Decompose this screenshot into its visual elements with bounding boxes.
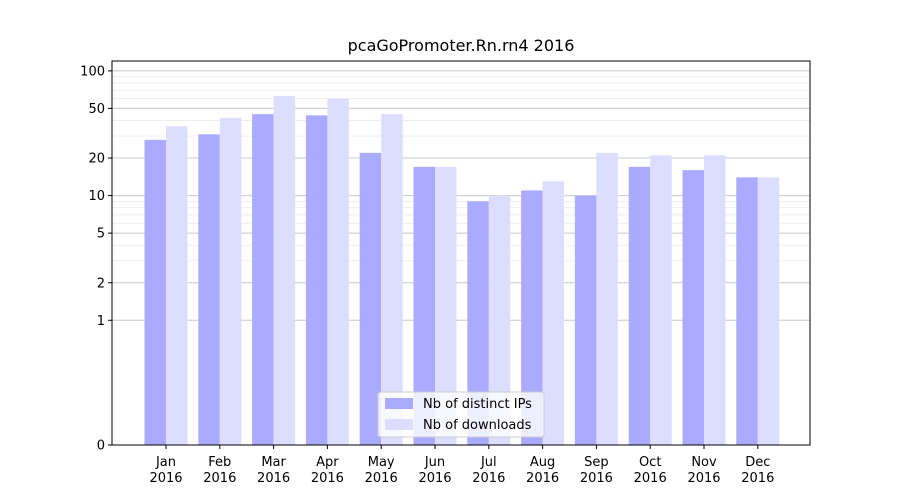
x-tick-label-month: Jul: [480, 455, 497, 470]
bar-downloads-nov: [704, 155, 726, 445]
y-tick-label: 100: [80, 64, 105, 79]
legend-label-distinct-ips: Nb of distinct IPs: [423, 397, 532, 412]
x-tick-label-month: Dec: [745, 455, 770, 470]
bar-downloads-oct: [650, 155, 672, 445]
bar-distinct-ips-dec: [736, 177, 758, 445]
bar-distinct-ips-jul: [467, 201, 489, 445]
y-tick-label: 10: [88, 189, 105, 204]
bar-distinct-ips-sep: [574, 195, 597, 445]
bar-downloads-apr: [327, 98, 349, 446]
x-tick-label-month: May: [368, 455, 395, 470]
bar-downloads-jan: [166, 126, 188, 446]
bar-distinct-ips-feb: [198, 134, 220, 445]
bar-distinct-ips-may: [359, 152, 382, 445]
y-axis-ticks: 0 1 2 5 10 20 50 100: [80, 64, 112, 454]
bar-downloads-feb: [219, 117, 242, 445]
y-tick-label: 50: [88, 102, 105, 117]
plot-frame: [111, 60, 811, 446]
legend: Nb of distinct IPs Nb of downloads: [377, 391, 545, 438]
x-tick-label-month: Jun: [424, 455, 445, 470]
bar-downloads-jul: [488, 195, 511, 445]
x-tick-label-year: 2016: [741, 471, 774, 486]
bar-distinct-ips-jun: [413, 166, 435, 445]
x-tick-label-month: Mar: [261, 455, 286, 470]
bar-downloads-sep: [596, 152, 618, 445]
y-tick-label: 2: [97, 276, 105, 291]
x-tick-label-month: Feb: [208, 455, 231, 470]
legend-swatch-downloads: [385, 419, 413, 430]
x-tick-label-month: Apr: [316, 455, 339, 470]
legend-swatch-distinct-ips: [385, 398, 413, 409]
bar-distinct-ips-apr: [305, 115, 328, 445]
x-tick-label-month: Jan: [155, 455, 176, 470]
x-tick-label-month: Sep: [584, 455, 609, 470]
bar-downloads-dec: [757, 177, 780, 445]
x-tick-label-year: 2016: [687, 471, 720, 486]
x-tick-label-month: Aug: [530, 455, 555, 470]
x-tick-label-year: 2016: [365, 471, 398, 486]
legend-label-downloads: Nb of downloads: [423, 418, 532, 433]
y-tick-label: 0: [97, 439, 105, 454]
x-tick-label-year: 2016: [634, 471, 667, 486]
x-tick-label-year: 2016: [472, 471, 505, 486]
bar-distinct-ips-jan: [144, 139, 166, 445]
bar-downloads-aug: [542, 181, 565, 445]
x-tick-label-year: 2016: [580, 471, 613, 486]
x-tick-label-year: 2016: [257, 471, 290, 486]
x-tick-label-year: 2016: [526, 471, 559, 486]
x-tick-label-year: 2016: [203, 471, 236, 486]
x-tick-label-year: 2016: [149, 471, 182, 486]
bar-downloads-jun: [435, 166, 457, 445]
bar-downloads-mar: [273, 95, 296, 446]
x-tick-label-month: Oct: [639, 455, 661, 470]
x-tick-label-year: 2016: [311, 471, 344, 486]
x-tick-label-month: Nov: [691, 455, 717, 470]
bar-distinct-ips-aug: [521, 190, 543, 445]
y-tick-label: 5: [97, 227, 105, 242]
bar-distinct-ips-nov: [682, 170, 704, 445]
y-tick-label: 20: [88, 152, 105, 167]
x-axis-ticks: Jan2016Feb2016Mar2016Apr2016May2016Jun20…: [149, 445, 774, 486]
bars: [144, 95, 780, 446]
legend-box: [377, 391, 545, 438]
bar-downloads-may: [381, 114, 403, 445]
y-tick-label: 1: [97, 314, 105, 329]
bar-distinct-ips-oct: [628, 166, 651, 445]
bar-distinct-ips-mar: [252, 114, 274, 445]
chart-title: pcaGoPromoter.Rn.rn4 2016: [348, 36, 575, 55]
x-tick-label-year: 2016: [418, 471, 451, 486]
